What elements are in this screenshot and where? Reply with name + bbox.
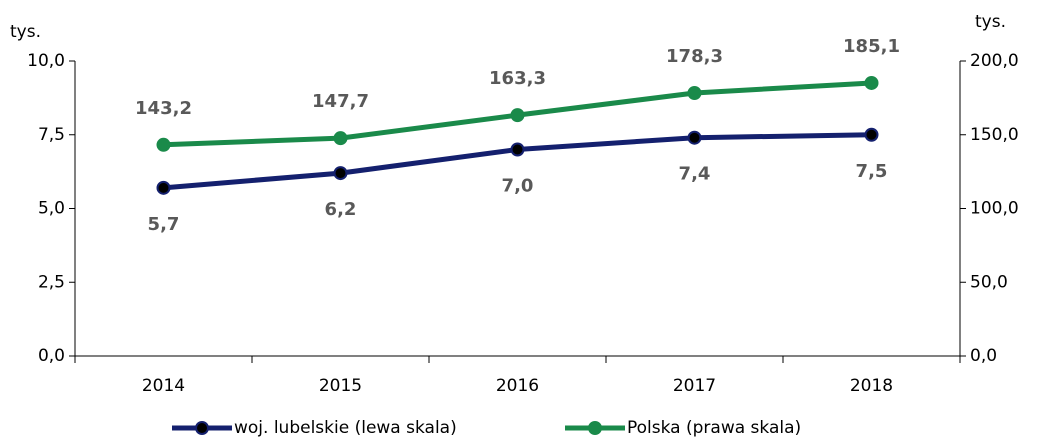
marker [687, 130, 702, 145]
value-label: 178,3 [666, 46, 723, 67]
value-label: 163,3 [489, 68, 546, 89]
x-tick-label: 2018 [850, 376, 893, 396]
y-tick-label: 7,5 [38, 125, 65, 145]
value-label: 7,4 [679, 164, 711, 185]
marker [687, 86, 702, 101]
marker [156, 180, 171, 195]
x-tick-label: 2017 [673, 376, 716, 396]
value-label: 6,2 [325, 199, 357, 220]
y2-tick-label: 50,0 [970, 272, 1008, 292]
marker [864, 75, 879, 90]
marker [510, 108, 525, 123]
marker [333, 166, 348, 181]
value-label: 5,7 [148, 214, 180, 235]
y-tick-label: 5,0 [38, 199, 65, 219]
y-tick-label: 10,0 [27, 51, 65, 71]
marker [864, 127, 879, 142]
y-tick-label: 0,0 [38, 346, 65, 366]
y2-tick-label: 200,0 [970, 51, 1019, 71]
x-tick-label: 2015 [319, 376, 362, 396]
marker [156, 137, 171, 152]
y2-tick-label: 0,0 [970, 346, 997, 366]
marker [510, 142, 525, 157]
value-label: 143,2 [135, 98, 192, 119]
value-label: 147,7 [312, 91, 369, 112]
value-label: 7,0 [502, 176, 534, 197]
value-label: 185,1 [843, 36, 900, 57]
legend-marker [588, 421, 602, 435]
value-label: 7,5 [856, 161, 888, 182]
x-tick-label: 2014 [142, 376, 185, 396]
x-tick-label: 2016 [496, 376, 539, 396]
y2-tick-label: 150,0 [970, 125, 1019, 145]
y-tick-label: 2,5 [38, 272, 65, 292]
y-axis-label: tys. [10, 22, 41, 42]
y2-tick-label: 100,0 [970, 199, 1019, 219]
legend-label: woj. lubelskie (lewa skala) [234, 418, 457, 438]
y2-axis-label: tys. [975, 12, 1006, 32]
marker [333, 131, 348, 146]
legend-label: Polska (prawa skala) [627, 418, 801, 438]
legend-marker [195, 421, 209, 435]
